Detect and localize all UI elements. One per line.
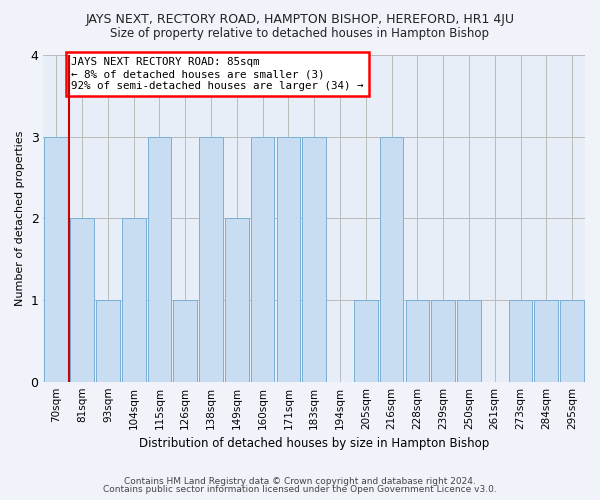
Bar — [148, 136, 172, 382]
Bar — [302, 136, 326, 382]
Bar — [406, 300, 429, 382]
Y-axis label: Number of detached properties: Number of detached properties — [15, 130, 25, 306]
X-axis label: Distribution of detached houses by size in Hampton Bishop: Distribution of detached houses by size … — [139, 437, 490, 450]
Bar — [251, 136, 274, 382]
Bar — [560, 300, 584, 382]
Bar — [70, 218, 94, 382]
Bar — [380, 136, 403, 382]
Bar — [44, 136, 68, 382]
Text: JAYS NEXT RECTORY ROAD: 85sqm
← 8% of detached houses are smaller (3)
92% of sem: JAYS NEXT RECTORY ROAD: 85sqm ← 8% of de… — [71, 58, 364, 90]
Text: Contains HM Land Registry data © Crown copyright and database right 2024.: Contains HM Land Registry data © Crown c… — [124, 477, 476, 486]
Bar — [431, 300, 455, 382]
Bar — [277, 136, 300, 382]
Text: Size of property relative to detached houses in Hampton Bishop: Size of property relative to detached ho… — [110, 28, 490, 40]
Text: JAYS NEXT, RECTORY ROAD, HAMPTON BISHOP, HEREFORD, HR1 4JU: JAYS NEXT, RECTORY ROAD, HAMPTON BISHOP,… — [86, 12, 515, 26]
Bar — [96, 300, 120, 382]
Bar — [122, 218, 146, 382]
Bar — [354, 300, 377, 382]
Bar — [535, 300, 558, 382]
Bar — [173, 300, 197, 382]
Text: Contains public sector information licensed under the Open Government Licence v3: Contains public sector information licen… — [103, 485, 497, 494]
Bar — [509, 300, 532, 382]
Bar — [199, 136, 223, 382]
Bar — [225, 218, 249, 382]
Bar — [457, 300, 481, 382]
